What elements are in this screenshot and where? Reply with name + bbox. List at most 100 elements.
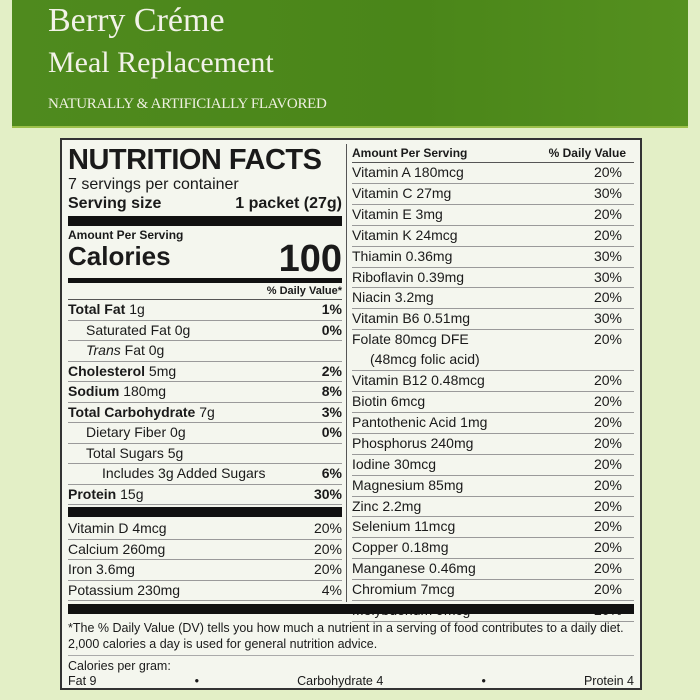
- amount-per-serving: Amount Per Serving: [68, 228, 184, 242]
- vitamin-name: Pantothenic Acid 1mg: [352, 413, 487, 433]
- nutrient-rows: Total Fat 1g 1% Saturated Fat 0g 0% Trans Fa…: [68, 300, 342, 505]
- nutrient-label: Total Sugars: [86, 444, 164, 461]
- vitamins-header: Amount Per Serving % Daily Value: [352, 144, 634, 163]
- fat-per-gram: Fat 9: [68, 674, 97, 688]
- vitamin-name: Folate 80mcg DFE (48mcg folic acid): [352, 330, 480, 370]
- facts-column: NUTRITION FACTS 7 servings per container…: [68, 144, 342, 601]
- nutrient-dv: 2%: [321, 362, 342, 379]
- nutrient-amount: 5mg: [148, 362, 177, 379]
- vitamin-dv: 20%: [593, 434, 622, 451]
- vitamin-name: Vitamin C 27mg: [352, 184, 451, 204]
- nutrient-label: Total Fat: [68, 301, 126, 317]
- mineral-row: Iron 3.6mg 20%: [68, 560, 342, 581]
- mineral-dv: 4%: [321, 581, 342, 598]
- vitamin-dv: 20%: [593, 497, 622, 514]
- vitamin-row: Manganese 0.46mg 20%: [352, 559, 634, 581]
- vitamin-label: Vitamin B12 0.48mcg: [352, 372, 485, 389]
- nutrient-row: Total Carbohydrate 7g 3%: [68, 403, 342, 423]
- vitamin-label: Vitamin B6 0.51mg: [352, 310, 471, 327]
- vitamin-label: Vitamin E 3mg: [352, 205, 443, 222]
- product-header: Berry Créme Meal Replacement NATURALLY &…: [12, 0, 688, 128]
- nutrient-amount: Fat 0g: [124, 342, 165, 358]
- vitamin-row: Iodine 30mcg 20%: [352, 455, 634, 476]
- nutrient-row: Total Sugars 5g: [68, 444, 342, 464]
- product-title: Berry Créme: [48, 2, 225, 39]
- nutrient-name: Sodium 180mg: [68, 382, 166, 402]
- nutrient-label: Dietary Fiber: [86, 424, 167, 440]
- nutrient-name: Saturated Fat 0g: [86, 321, 190, 341]
- nutrient-name: Trans Fat 0g: [86, 341, 164, 361]
- vitamin-dv: 20%: [593, 205, 622, 222]
- nutrient-row: Trans Fat 0g: [68, 341, 342, 362]
- nutrient-row: Total Fat 1g 1%: [68, 300, 342, 321]
- vitamin-name: Vitamin E 3mg: [352, 205, 443, 225]
- nutrient-row: Dietary Fiber 0g 0%: [68, 423, 342, 444]
- divider: [68, 507, 342, 517]
- vitamin-row: Vitamin B12 0.48mcg 20%: [352, 371, 634, 392]
- dv-footnote: *The % Daily Value (DV) tells you how mu…: [68, 616, 634, 656]
- nutrient-name: Includes 3g Added Sugars: [102, 464, 265, 484]
- vitamin-label: Biotin 6mcg: [352, 392, 426, 409]
- nutrient-row: Sodium 180mg 8%: [68, 382, 342, 403]
- nutrient-dv: 0%: [321, 424, 342, 440]
- vitamin-dv: 20%: [593, 476, 622, 493]
- vitamin-row: Vitamin K 24mcg 20%: [352, 226, 634, 247]
- vitamin-name: Thiamin 0.36mg: [352, 247, 452, 267]
- nutrient-amount: 0g: [174, 321, 191, 338]
- vitamin-label: Chromium 7mcg: [352, 581, 455, 598]
- vitamin-dv: 20%: [593, 289, 622, 306]
- nutrient-name: Total Fat 1g: [68, 300, 145, 320]
- calories-label: Calories: [68, 241, 171, 271]
- dv-header-right: % Daily Value: [548, 146, 626, 160]
- nutrient-dv: 1%: [321, 301, 342, 317]
- vitamin-name: Iodine 30mcg: [352, 455, 436, 475]
- vitamin-label: Iodine 30mcg: [352, 455, 437, 472]
- vitamin-row: Thiamin 0.36mg 30%: [352, 247, 634, 268]
- nutrient-dv: 30%: [313, 485, 342, 502]
- mineral-dv: 20%: [313, 520, 342, 536]
- vitamin-name: Riboflavin 0.39mg: [352, 268, 464, 288]
- mineral-row: Calcium 260mg 20%: [68, 540, 342, 560]
- nutrient-label: Includes 3g Added Sugars: [102, 465, 266, 481]
- nutrient-row: Cholesterol 5mg 2%: [68, 362, 342, 382]
- vitamin-row: Riboflavin 0.39mg 30%: [352, 268, 634, 289]
- vitamin-name: Niacin 3.2mg: [352, 288, 434, 308]
- vitamin-row: Chromium 7mcg 20%: [352, 580, 634, 602]
- vitamin-dv: 20%: [593, 581, 622, 598]
- mineral-label: Iron 3.6mg: [68, 561, 135, 577]
- vitamin-row: Vitamin B6 0.51mg 30%: [352, 309, 634, 331]
- vitamin-label: Vitamin C 27mg: [352, 184, 452, 201]
- vitamin-name: Vitamin B12 0.48mcg: [352, 371, 485, 391]
- nutrient-amount: 15g: [120, 485, 144, 502]
- nutrient-label: Trans: [86, 342, 121, 358]
- vitamin-dv: 20%: [593, 392, 622, 409]
- vitamin-rows: Vitamin A 180mcg 20% Vitamin C 27mg 30% Vita…: [352, 163, 634, 622]
- vitamin-label: Zinc 2.2mg: [352, 497, 422, 514]
- amount-header: Amount Per Serving: [352, 146, 468, 160]
- vitamin-dv: 20%: [593, 226, 622, 243]
- servings-per-container: 7 servings per container: [68, 176, 239, 193]
- nutrient-name: Cholesterol 5mg: [68, 362, 176, 382]
- vitamin-row: Biotin 6mcg 20%: [352, 392, 634, 413]
- calories: Calories 100: [68, 238, 342, 280]
- vitamin-dv: 20%: [593, 560, 622, 577]
- nutrient-label: Sodium: [68, 383, 120, 399]
- vitamin-name: Magnesium 85mg: [352, 476, 463, 496]
- mineral-label: Calcium 260mg: [68, 540, 166, 557]
- vitamin-dv: 30%: [593, 268, 622, 285]
- nutrient-amount: 5g: [167, 444, 184, 461]
- vitamin-label: Copper 0.18mg: [352, 539, 449, 556]
- nutrient-amount: 1g: [129, 301, 145, 317]
- calories-value: 100: [278, 238, 342, 280]
- nutrient-name: Dietary Fiber 0g: [86, 423, 186, 443]
- vitamin-name: Selenium 11mcg: [352, 517, 455, 537]
- vitamin-dv: 20%: [593, 518, 622, 535]
- vitamin-label: Vitamin K 24mcg: [352, 226, 458, 243]
- nutrient-dv: 8%: [321, 383, 342, 399]
- mineral-dv: 20%: [313, 561, 342, 577]
- mineral-label: Potassium 230mg: [68, 581, 181, 598]
- vitamin-name: Phosphorus 240mg: [352, 434, 473, 454]
- mineral-label: Vitamin D 4mcg: [68, 520, 167, 536]
- vitamin-row: Vitamin A 180mcg 20%: [352, 163, 634, 184]
- vitamin-dv: 20%: [593, 455, 622, 472]
